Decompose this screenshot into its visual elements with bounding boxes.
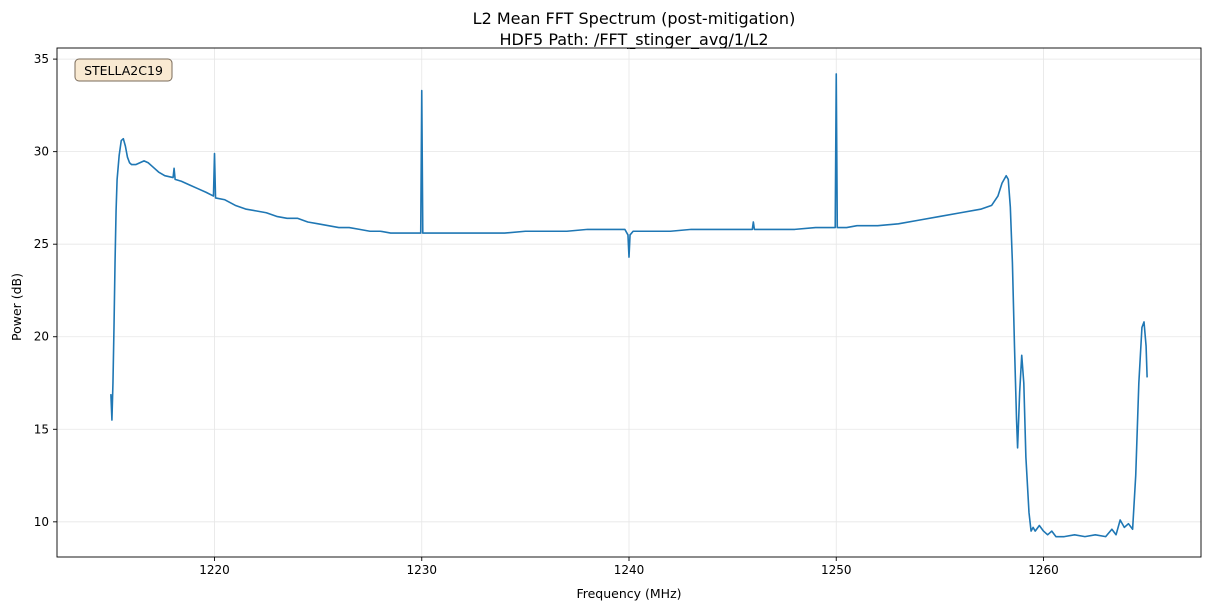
annotation-badge: STELLA2C19 xyxy=(74,58,173,82)
annotation-text: STELLA2C19 xyxy=(84,63,163,78)
x-axis-label: Frequency (MHz) xyxy=(576,586,681,601)
annotation-box xyxy=(74,58,173,82)
axis-ticks: 1220 1230 1240 1250 1260 10 15 20 25 30 35 xyxy=(34,52,1059,577)
x-tick-label: 1260 xyxy=(1028,563,1059,577)
y-tick-label: 25 xyxy=(34,237,49,251)
x-tick-label: 1240 xyxy=(614,563,645,577)
y-tick-label: 15 xyxy=(34,422,49,436)
x-tick-label: 1220 xyxy=(199,563,230,577)
y-tick-label: 35 xyxy=(34,52,49,66)
x-tick-label: 1230 xyxy=(406,563,437,577)
y-tick-label: 10 xyxy=(34,515,49,529)
series-line xyxy=(110,73,1148,538)
grid-lines xyxy=(57,48,1201,557)
y-axis-label: Power (dB) xyxy=(9,273,24,341)
y-tick-label: 20 xyxy=(34,330,49,344)
chart-subtitle: HDF5 Path: /FFT_stinger_avg/1/L2 xyxy=(500,30,769,50)
y-tick-label: 30 xyxy=(34,145,49,159)
chart-title: L2 Mean FFT Spectrum (post-mitigation) xyxy=(473,9,796,28)
x-tick-label: 1250 xyxy=(821,563,852,577)
